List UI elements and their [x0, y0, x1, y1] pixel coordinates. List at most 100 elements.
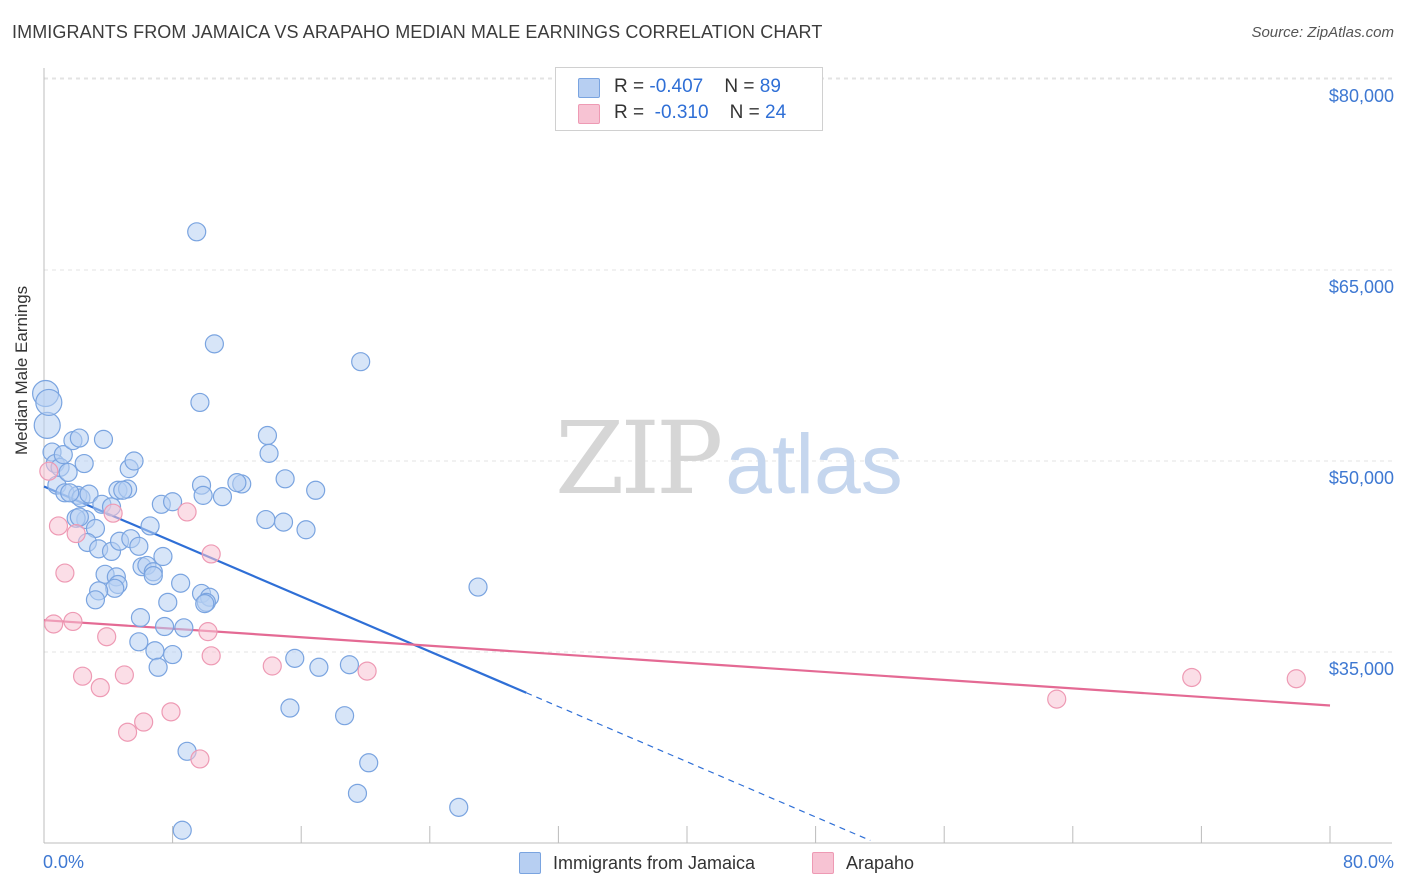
point-arapaho: [66, 523, 86, 544]
legend-r-label: R =: [614, 102, 650, 123]
point-jamaica: [74, 453, 94, 474]
point-jamaica: [129, 536, 149, 556]
point-arapaho: [55, 563, 75, 583]
point-jamaica: [174, 618, 194, 638]
point-jamaica: [154, 616, 175, 637]
point-jamaica: [296, 520, 316, 540]
trendline-arapaho: [43, 619, 1331, 707]
point-arapaho: [262, 656, 282, 676]
legend-n-label: N =: [724, 76, 760, 97]
point-jamaica: [190, 392, 210, 413]
point-jamaica: [195, 594, 215, 614]
point-arapaho: [201, 646, 221, 666]
legend-r-label: R =: [614, 76, 650, 97]
point-arapaho: [72, 666, 93, 686]
bottom-legend-label-arapaho: Arapaho: [846, 853, 915, 873]
point-jamaica: [69, 507, 89, 527]
point-jamaica: [193, 485, 213, 505]
point-arapaho: [63, 611, 83, 632]
point-jamaica: [351, 352, 371, 372]
point-arapaho: [1047, 689, 1067, 709]
point-arapaho: [48, 516, 69, 536]
legend-n-value: 89: [759, 76, 781, 97]
point-arapaho: [190, 749, 210, 769]
point-jamaica: [58, 462, 78, 483]
y-axis-label: Median Male Earnings: [12, 285, 31, 455]
source-label: Source: ZipAtlas.com: [1251, 24, 1394, 41]
point-jamaica: [212, 487, 233, 507]
point-arapaho: [90, 678, 110, 698]
point-jamaica: [172, 820, 192, 840]
point-arapaho: [161, 702, 181, 722]
point-jamaica: [129, 632, 149, 652]
legend-r-value: -0.310: [654, 102, 709, 123]
legend-n-value: 24: [765, 102, 787, 123]
point-jamaica: [285, 648, 305, 668]
x-tick-min: 0.0%: [43, 852, 85, 872]
point-arapaho: [103, 503, 123, 523]
point-jamaica: [187, 222, 207, 242]
point-jamaica: [335, 706, 355, 726]
trendline-jamaica: [43, 485, 527, 694]
point-jamaica: [359, 753, 379, 773]
point-jamaica: [227, 473, 247, 493]
correlation-legend: R = -0.407 N = 89 R = -0.310 N = 24: [555, 67, 823, 131]
y-tick-65000: $65,000: [1328, 277, 1394, 297]
trendline-extension-jamaica: [526, 692, 871, 842]
point-jamaica: [85, 590, 106, 610]
trend-layer: [43, 485, 1331, 842]
point-jamaica: [171, 573, 191, 593]
point-jamaica: [69, 428, 89, 448]
bottom-legend-swatch-blue: [519, 852, 541, 874]
y-tick-80000: $80,000: [1328, 86, 1394, 106]
point-arapaho: [134, 712, 154, 732]
watermark: ZIPatlas: [555, 400, 903, 517]
point-arapaho: [198, 622, 218, 642]
point-arapaho: [1182, 667, 1202, 688]
point-arapaho: [177, 502, 197, 522]
point-jamaica: [60, 483, 80, 503]
bottom-legend-label-jamaica: Immigrants from Jamaica: [553, 853, 756, 873]
legend-n-label: N =: [729, 102, 766, 123]
point-arapaho: [114, 665, 134, 685]
point-arapaho: [201, 544, 221, 564]
point-arapaho: [1286, 669, 1306, 689]
point-jamaica: [339, 655, 360, 675]
point-jamaica: [53, 445, 73, 465]
point-jamaica: [309, 657, 329, 677]
point-jamaica: [105, 578, 125, 598]
point-arapaho: [39, 461, 59, 481]
y-tick-50000: $50,000: [1328, 468, 1394, 488]
point-jamaica: [306, 480, 326, 500]
watermark-zip: ZIP: [555, 400, 723, 517]
point-jamaica: [124, 451, 144, 471]
point-arapaho: [357, 661, 377, 681]
point-jamaica: [33, 411, 61, 439]
point-jamaica: [153, 546, 173, 567]
point-jamaica: [275, 469, 295, 489]
point-jamaica: [158, 592, 178, 612]
point-jamaica: [204, 334, 224, 354]
point-jamaica: [468, 577, 488, 597]
bottom-legend-swatch-pink: [812, 852, 834, 874]
y-tick-35000: $35,000: [1328, 659, 1394, 679]
point-jamaica: [35, 388, 63, 417]
point-jamaica: [163, 492, 183, 512]
x-tick-max: 80.0%: [1342, 852, 1394, 872]
point-jamaica: [273, 512, 294, 532]
legend-swatch-pink: [578, 104, 600, 124]
legend-r-value: -0.407: [649, 76, 704, 97]
point-jamaica: [113, 480, 133, 500]
point-jamaica: [259, 443, 279, 463]
points-layer: [32, 222, 1306, 840]
point-jamaica: [257, 425, 278, 446]
point-jamaica: [163, 644, 183, 665]
point-jamaica: [145, 641, 165, 661]
point-arapaho: [117, 722, 138, 742]
point-jamaica: [143, 565, 163, 586]
point-arapaho: [97, 627, 117, 647]
point-jamaica: [79, 484, 99, 504]
point-jamaica: [130, 608, 151, 628]
point-jamaica: [93, 429, 114, 449]
